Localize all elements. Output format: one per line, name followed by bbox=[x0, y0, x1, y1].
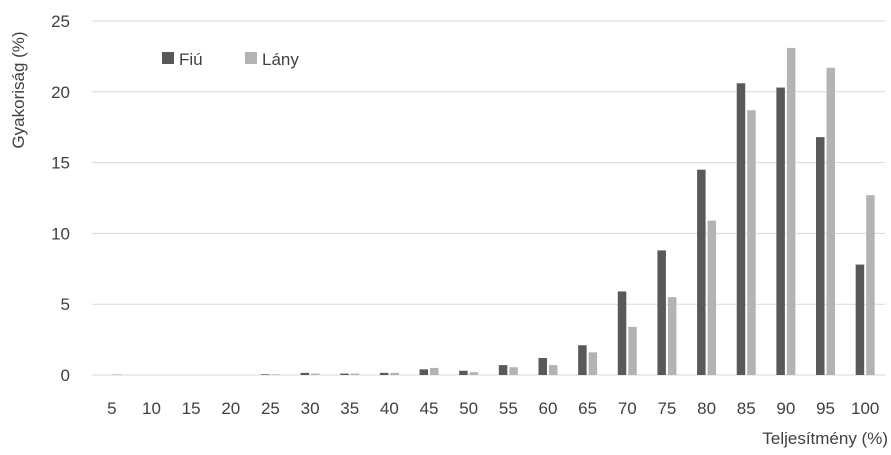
x-tick-label: 80 bbox=[697, 399, 716, 418]
legend-label-fiu: Fiú bbox=[179, 50, 203, 69]
legend-label-lany: Lány bbox=[262, 50, 299, 69]
x-tick-label: 10 bbox=[142, 399, 161, 418]
bar-fiu-80 bbox=[697, 169, 706, 375]
gridlines bbox=[92, 20, 885, 376]
bar-fiu-40 bbox=[379, 372, 389, 375]
bar-lany-50 bbox=[469, 372, 479, 375]
bar-lany-100 bbox=[866, 195, 875, 375]
legend-swatch-lany bbox=[245, 52, 257, 64]
x-tick-label: 15 bbox=[182, 399, 201, 418]
bar-fiu-35 bbox=[340, 373, 349, 375]
bar-fiu-75 bbox=[657, 250, 666, 375]
bar-lany-40 bbox=[390, 372, 399, 375]
bar-lany-55 bbox=[509, 367, 518, 375]
y-axis-ticks: 0 5 10 15 20 25 bbox=[51, 12, 70, 385]
y-tick-label: 15 bbox=[51, 154, 70, 173]
bar-fiu-65 bbox=[578, 345, 587, 375]
x-tick-label: 90 bbox=[776, 399, 795, 418]
x-tick-label: 50 bbox=[459, 399, 478, 418]
bar-fiu-90 bbox=[776, 87, 785, 375]
bar-fiu-55 bbox=[498, 365, 508, 375]
bar-lany-30 bbox=[311, 373, 320, 375]
x-tick-label: 40 bbox=[380, 399, 399, 418]
x-tick-label: 5 bbox=[107, 399, 116, 418]
bar-fiu-100 bbox=[855, 264, 865, 375]
bar-fiu-60 bbox=[538, 358, 547, 375]
x-tick-label: 75 bbox=[657, 399, 676, 418]
y-tick-label: 10 bbox=[51, 224, 70, 243]
bar-lany-60 bbox=[548, 365, 558, 375]
x-tick-label: 20 bbox=[221, 399, 240, 418]
bars bbox=[112, 47, 875, 376]
x-tick-label: 100 bbox=[851, 399, 879, 418]
x-tick-label: 25 bbox=[261, 399, 280, 418]
bar-lany-75 bbox=[667, 297, 677, 375]
x-tick-label: 65 bbox=[578, 399, 597, 418]
legend: Fiú Lány bbox=[162, 50, 299, 69]
y-tick-label: 25 bbox=[51, 12, 70, 31]
bar-fiu-25 bbox=[260, 374, 270, 375]
bar-lany-95 bbox=[826, 67, 836, 375]
x-axis-label: Teljesítmény (%) bbox=[762, 429, 888, 448]
legend-swatch-fiu bbox=[162, 52, 174, 64]
bar-fiu-85 bbox=[736, 83, 746, 375]
y-tick-label: 5 bbox=[61, 295, 70, 314]
bar-lany-65 bbox=[588, 352, 598, 375]
bar-fiu-30 bbox=[300, 372, 310, 375]
x-tick-label: 85 bbox=[737, 399, 756, 418]
y-tick-label: 0 bbox=[61, 366, 70, 385]
x-tick-label: 60 bbox=[539, 399, 558, 418]
bar-fiu-70 bbox=[617, 291, 627, 375]
bar-fiu-45 bbox=[419, 369, 429, 375]
x-tick-label: 35 bbox=[340, 399, 359, 418]
bar-lany-85 bbox=[747, 110, 756, 375]
bar-lany-70 bbox=[628, 326, 637, 375]
x-tick-label: 55 bbox=[499, 399, 518, 418]
bar-lany-5 bbox=[112, 374, 122, 375]
bar-fiu-50 bbox=[459, 370, 468, 375]
x-tick-label: 30 bbox=[301, 399, 320, 418]
x-tick-label: 70 bbox=[618, 399, 637, 418]
bar-lany-45 bbox=[430, 367, 439, 375]
x-tick-label: 95 bbox=[816, 399, 835, 418]
x-axis-ticks: 5 10 15 20 25 30 35 40 45 50 55 60 65 70 75 80 85 90 95 100 bbox=[107, 399, 879, 418]
bar-lany-90 bbox=[786, 47, 796, 376]
bar-lany-25 bbox=[271, 374, 280, 375]
y-axis-label: Gyakoriság (%) bbox=[9, 31, 28, 148]
y-tick-label: 20 bbox=[51, 83, 70, 102]
bar-lany-80 bbox=[707, 220, 717, 375]
x-tick-label: 45 bbox=[420, 399, 439, 418]
bar-fiu-95 bbox=[816, 137, 825, 375]
bar-lany-35 bbox=[350, 373, 360, 375]
